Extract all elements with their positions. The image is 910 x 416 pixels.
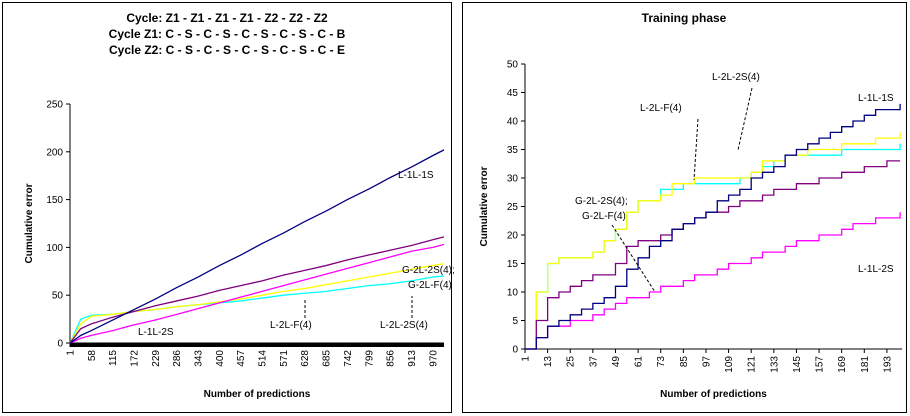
- x-tick-label: 13: [543, 356, 554, 368]
- x-tick-label: 970: [428, 350, 439, 367]
- annotation: G-2L-F(4): [408, 280, 452, 291]
- annotation: L-2L-2S(4): [380, 320, 428, 331]
- y-tick-label: 0: [512, 345, 518, 356]
- chart-title: Cycle Z2: C - S - C - S - C - S - C - S …: [109, 43, 345, 57]
- leader-line: [693, 118, 699, 181]
- x-tick-label: 1: [521, 356, 532, 362]
- x-tick-label: 121: [747, 356, 758, 373]
- x-tick-label: 169: [837, 356, 848, 373]
- x-tick-label: 172: [130, 350, 141, 367]
- y-tick-label: 25: [507, 202, 519, 213]
- series-line: [69, 236, 445, 344]
- annotation: L-1L-1S: [398, 170, 434, 181]
- annotation: L-1L-2S: [138, 327, 174, 338]
- y-tick-label: 20: [507, 231, 519, 242]
- x-tick-label: 1: [66, 350, 77, 356]
- x-tick-label: 913: [407, 350, 418, 367]
- series-line: [525, 103, 901, 350]
- x-tick-label: 157: [815, 356, 826, 373]
- y-tick-label: 50: [52, 291, 64, 302]
- x-tick-label: 799: [364, 350, 375, 367]
- x-tick-label: 193: [882, 356, 893, 373]
- series-line: [69, 263, 445, 344]
- y-tick-label: 30: [507, 174, 519, 185]
- series-line: [525, 212, 901, 350]
- x-tick-label: 514: [258, 350, 269, 367]
- y-tick-label: 150: [46, 195, 63, 206]
- annotation: G-2L-F(4): [582, 211, 626, 222]
- y-tick-label: 100: [46, 243, 63, 254]
- annotation: L-2L-F(4): [640, 103, 682, 114]
- y-tick-label: 10: [507, 288, 519, 299]
- y-tick-label: 40: [507, 117, 519, 128]
- y-tick-label: 0: [57, 339, 63, 350]
- x-tick-label: 742: [343, 350, 354, 367]
- annotation: L-2L-F(4): [270, 320, 312, 331]
- x-tick-label: 133: [769, 356, 780, 373]
- annotation: L-2L-2S(4): [712, 72, 760, 83]
- chart-frame: [462, 2, 907, 413]
- y-tick-label: 45: [507, 88, 519, 99]
- x-tick-label: 571: [279, 350, 290, 367]
- x-tick-label: 115: [108, 350, 119, 366]
- y-tick-label: 250: [46, 100, 63, 111]
- x-tick-label: 856: [386, 350, 397, 367]
- series-line: [69, 243, 445, 344]
- x-tick-label: 25: [566, 356, 577, 368]
- x-tick-label: 85: [679, 356, 690, 368]
- chart-title: Training phase: [642, 11, 727, 25]
- x-tick-label: 400: [215, 350, 226, 367]
- y-tick-label: 5: [512, 316, 518, 327]
- series-line: [69, 149, 445, 344]
- x-axis-title: Number of predictions: [204, 389, 311, 400]
- x-tick-label: 73: [656, 356, 667, 368]
- x-axis-title: Number of predictions: [660, 389, 767, 400]
- x-tick-label: 49: [611, 356, 622, 368]
- x-tick-label: 229: [151, 350, 162, 367]
- x-tick-label: 457: [236, 350, 247, 367]
- y-tick-label: 35: [507, 145, 519, 156]
- annotation: G-2L-2S(4);: [575, 196, 628, 207]
- x-tick-label: 58: [87, 350, 98, 362]
- annotation: G-2L-2S(4);: [402, 265, 455, 276]
- series-line: [525, 132, 901, 350]
- chart-title: Cycle: Z1 - Z1 - Z1 - Z1 - Z2 - Z2 - Z2: [126, 11, 328, 25]
- x-tick-label: 97: [701, 356, 712, 368]
- y-axis-title: Cumulative error: [479, 166, 490, 246]
- y-tick-label: 15: [507, 259, 519, 270]
- x-tick-label: 343: [194, 350, 205, 367]
- annotation: L-1L-1S: [858, 93, 894, 104]
- y-tick-label: 50: [507, 60, 519, 71]
- x-tick-label: 181: [860, 356, 871, 373]
- leader-line: [737, 87, 753, 151]
- x-tick-label: 109: [724, 356, 735, 373]
- x-tick-label: 685: [322, 350, 333, 367]
- leader-line: [611, 224, 656, 293]
- y-axis-title: Cumulative error: [24, 183, 35, 263]
- y-tick-label: 200: [46, 147, 63, 158]
- x-tick-label: 628: [300, 350, 311, 367]
- annotation: L-1L-2S: [858, 264, 894, 275]
- chart-title: Cycle Z1: C - S - C - S - C - S - C - S …: [109, 27, 346, 41]
- x-tick-label: 37: [588, 356, 599, 368]
- x-tick-label: 286: [172, 350, 183, 367]
- x-tick-label: 61: [634, 356, 645, 368]
- x-axis-band: [70, 343, 444, 347]
- x-tick-label: 145: [792, 356, 803, 373]
